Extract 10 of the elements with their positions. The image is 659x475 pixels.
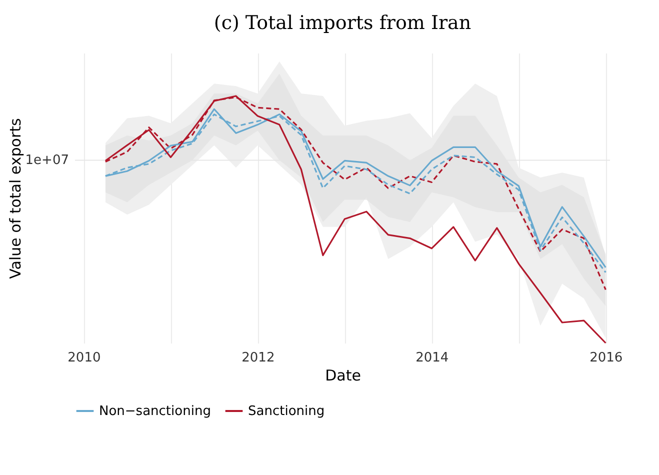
x-tick-label: 2010 bbox=[68, 350, 101, 366]
legend-label: Non−sanctioning bbox=[99, 404, 211, 419]
x-tick-label: 2012 bbox=[242, 350, 275, 366]
x-axis-title: Date bbox=[325, 366, 361, 384]
chart-title: (c) Total imports from Iran bbox=[214, 12, 472, 34]
legend-label: Sanctioning bbox=[248, 404, 325, 419]
x-tick-label: 2014 bbox=[416, 350, 449, 366]
ref-line-label: 1e+07 bbox=[25, 153, 69, 168]
x-tick-label: 2016 bbox=[590, 350, 623, 366]
y-axis-title: Value of total exports bbox=[6, 118, 24, 279]
